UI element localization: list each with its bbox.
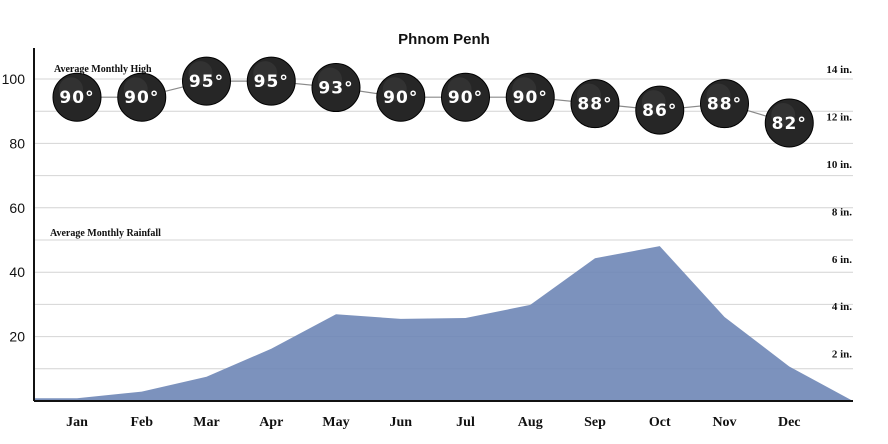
temp-point (117, 72, 167, 122)
temp-point (52, 72, 102, 122)
temp-marker: 95° (246, 56, 296, 106)
right-tick-label: 8 in. (832, 206, 852, 218)
temp-label: 90° (59, 88, 94, 108)
temp-label: 90° (448, 88, 483, 108)
temp-marker: 90° (505, 72, 555, 122)
temp-point-highlight (641, 90, 666, 115)
temp-marker: 86° (635, 85, 685, 135)
temp-label: 90° (513, 88, 548, 108)
temp-label: 95° (189, 72, 224, 92)
temp-label: 90° (383, 88, 418, 108)
temp-label: 93° (318, 79, 353, 99)
high-series-label: Average Monthly High (54, 64, 152, 75)
temp-label: 82° (772, 114, 807, 134)
temp-marker: 90° (441, 72, 490, 122)
temp-label: 90° (124, 88, 159, 108)
x-tick-label: Oct (649, 415, 671, 430)
temp-marker: 90° (376, 72, 426, 122)
temp-point-highlight (382, 77, 407, 102)
x-axis-ticks: Jan Feb Mar Apr May Jun Jul Aug Sep Oct Nov Dec (66, 415, 800, 430)
temp-point (246, 56, 296, 106)
x-tick-label: Mar (193, 415, 219, 430)
right-tick-label: 14 in. (826, 64, 852, 76)
chart-title: Phnom Penh (398, 31, 490, 48)
temp-point (441, 72, 490, 122)
x-tick-label: Feb (130, 415, 153, 430)
x-tick-label: May (322, 415, 349, 430)
temp-point-highlight (123, 77, 148, 102)
temp-point-highlight (318, 67, 342, 92)
x-tick-label: Jun (389, 415, 412, 430)
axes (33, 48, 853, 402)
temp-point-highlight (512, 77, 537, 102)
temp-point-highlight (706, 83, 731, 108)
temp-marker: 82° (764, 98, 814, 148)
temp-point (311, 63, 361, 113)
temp-point-highlight (771, 102, 796, 127)
temp-marker: 90° (117, 72, 167, 122)
left-axis-ticks: 20 40 60 80 100 (2, 71, 26, 345)
y-tick-label: 80 (9, 135, 25, 151)
right-tick-label: 4 in. (832, 301, 852, 313)
temp-label: 86° (642, 101, 677, 121)
right-tick-label: 10 in. (826, 159, 852, 171)
y-tick-label: 60 (9, 200, 25, 216)
x-tick-label: Jan (66, 415, 88, 430)
temp-label: 95° (254, 72, 289, 92)
temp-label: 88° (707, 95, 742, 115)
temp-marker: 90° (52, 72, 102, 122)
temp-point (570, 79, 620, 129)
temp-point-highlight (59, 77, 83, 102)
temp-point (700, 79, 749, 129)
temp-point (182, 56, 231, 106)
right-tick-label: 6 in. (832, 254, 852, 266)
right-tick-label: 2 in. (832, 349, 852, 361)
temp-marker: 88° (700, 79, 749, 129)
x-tick-label: Jul (456, 415, 475, 430)
rain-series-label: Average Monthly Rainfall (50, 228, 161, 239)
y-tick-label: 20 (9, 329, 25, 345)
rainfall-area (34, 246, 853, 401)
temp-point-highlight (188, 61, 213, 86)
temp-point-highlight (577, 83, 601, 108)
temp-point (764, 98, 814, 148)
temp-marker: 93° (311, 63, 361, 113)
x-tick-label: Dec (778, 415, 801, 430)
gridlines (34, 78, 853, 370)
temp-marker: 95° (182, 56, 231, 106)
temp-point-highlight (447, 77, 472, 102)
high-temp-markers: 90° 90° 95° 95° 93° 90° 90° 90° 88° 86° 88° 82° (52, 56, 814, 148)
x-tick-label: Apr (259, 415, 283, 430)
temp-point-highlight (253, 61, 278, 86)
y-tick-label: 100 (2, 71, 26, 87)
x-tick-label: Sep (584, 415, 606, 430)
y-tick-label: 40 (9, 264, 25, 280)
temp-label: 88° (577, 95, 612, 115)
right-axis-ticks: 2 in. 4 in. 6 in. 8 in. 10 in. 12 in. 14 in. (826, 64, 852, 360)
temp-point (376, 72, 426, 122)
temp-point (635, 85, 685, 135)
right-tick-label: 12 in. (826, 112, 852, 124)
x-tick-label: Aug (518, 415, 543, 430)
temp-marker: 88° (570, 79, 620, 129)
temp-point (505, 72, 555, 122)
x-tick-label: Nov (712, 415, 736, 430)
